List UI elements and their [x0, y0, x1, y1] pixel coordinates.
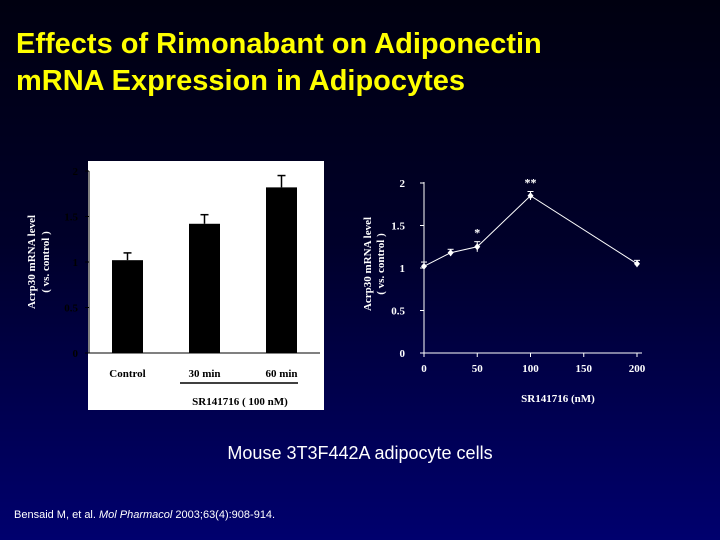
bar [112, 260, 143, 353]
significance-label: ** [525, 176, 537, 190]
citation: Bensaid M, et al. Mol Pharmacol 2003;63(… [14, 509, 275, 521]
x-tick-label: 100 [522, 363, 539, 375]
line-chart-y-title-line-1: Acrp30 mRNA level [362, 217, 374, 311]
x-tick-label: 30 min [188, 368, 220, 380]
y-tick-label: 0.5 [391, 306, 405, 318]
x-tick-label: 50 [472, 363, 484, 375]
x-tick-label: 60 min [265, 368, 297, 380]
citation-details: 2003;63(4):908-914. [175, 509, 276, 521]
series-line [423, 195, 638, 267]
y-tick-label: 1.5 [391, 221, 405, 233]
x-tick-label: 200 [629, 363, 646, 375]
y-tick-label: 2 [400, 178, 406, 190]
citation-authors: Bensaid M, et al. [14, 509, 96, 521]
title-line-2: mRNA Expression in Adipocytes [16, 65, 466, 97]
data-point [527, 192, 534, 200]
bar [266, 187, 297, 353]
y-tick-label: 0.5 [64, 303, 78, 315]
line-chart-x-axis-title: SR141716 (nM) [521, 393, 595, 405]
y-tick-label: 2 [73, 166, 79, 178]
bar [189, 223, 220, 353]
bar-chart-y-title-line-1: Acrp30 mRNA level [26, 215, 38, 309]
slide-title: Effects of Rimonabant on Adiponectin mRN… [16, 26, 706, 100]
y-tick-label: 0 [400, 348, 406, 360]
data-point [634, 260, 640, 268]
y-tick-label: 0 [73, 348, 79, 360]
x-tick-label: 150 [576, 363, 593, 375]
figure-caption: Mouse 3T3F442A adipocyte cells [227, 443, 493, 463]
y-tick-label: 1 [73, 257, 79, 269]
bar-chart-y-title-line-2: ( vs. control ) [40, 231, 52, 293]
significance-label: * [474, 226, 480, 240]
data-point [421, 262, 427, 270]
bar-chart-x-axis-title: SR141716 ( 100 nM) [192, 396, 288, 408]
data-point [447, 249, 454, 257]
title-line-1: Effects of Rimonabant on Adiponectin [16, 28, 542, 60]
line-chart-y-axis-title: Acrp30 mRNA level ( vs. control ) [362, 217, 387, 311]
y-tick-label: 1.5 [64, 212, 78, 224]
data-point [474, 243, 481, 251]
line-chart-y-title-line-2: ( vs. control ) [375, 233, 387, 295]
x-tick-label: Control [109, 368, 145, 380]
y-tick-label: 1 [400, 263, 406, 275]
bar-chart-y-axis-title: Acrp30 mRNA level ( vs. control ) [26, 215, 52, 309]
x-tick-label: 0 [421, 363, 427, 375]
citation-journal: Mol Pharmacol [99, 509, 173, 521]
